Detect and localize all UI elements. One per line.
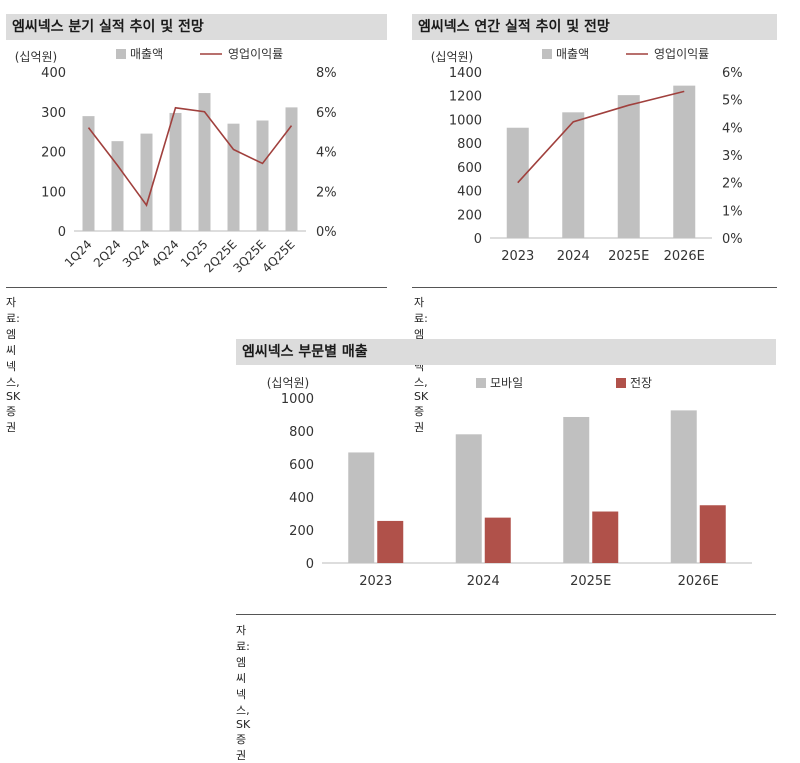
legend-label: 영업이익률 <box>654 47 709 61</box>
y-right-tick-label: 2% <box>316 185 337 200</box>
x-tick-label: 3Q24 <box>120 237 153 270</box>
legend-swatch-모바일 <box>476 378 486 388</box>
unit-label: (십억원) <box>15 50 57 64</box>
legend-swatch-매출액 <box>116 49 126 59</box>
y-right-tick-label: 6% <box>722 66 743 81</box>
y-left-tick-label: 1400 <box>449 66 482 81</box>
y-left-tick-label: 100 <box>41 185 66 200</box>
x-tick-label: 2024 <box>467 574 500 589</box>
y-left-tick-label: 800 <box>289 425 314 440</box>
y-left-tick-label: 200 <box>289 524 314 539</box>
y-left-tick-label: 1000 <box>449 113 482 128</box>
y-left-tick-label: 400 <box>289 491 314 506</box>
quarterly-source: 자료: 엠씨넥스, SK 증권 <box>6 296 21 434</box>
y-right-tick-label: 4% <box>316 146 337 161</box>
line-영업이익률 <box>87 106 293 207</box>
annual-chart-title: 엠씨넥스 연간 실적 추이 및 전망 <box>412 14 777 40</box>
y-left-tick-label: 400 <box>41 66 66 81</box>
bar-매출액-4Q25E <box>285 107 298 231</box>
segment-chart-title: 엠씨넥스 부문별 매출 <box>236 339 776 365</box>
bar-전장-2023 <box>377 520 404 563</box>
x-tick-label: 2Q24 <box>91 237 124 270</box>
annual-divider <box>412 287 777 288</box>
segment-source: 자료: 엠씨넥스, SK 증권 <box>236 624 251 762</box>
quarterly-chart-title: 엠씨넥스 분기 실적 추이 및 전망 <box>6 14 387 40</box>
y-right-tick-label: 3% <box>722 149 743 164</box>
y-left-tick-label: 0 <box>306 557 314 572</box>
y-right-tick-label: 8% <box>316 66 337 81</box>
y-right-tick-label: 5% <box>722 94 743 109</box>
bar-모바일-2023 <box>348 452 375 563</box>
y-left-tick-label: 200 <box>457 208 482 223</box>
y-right-tick-label: 0% <box>722 232 743 247</box>
bar-전장-2024 <box>484 517 511 563</box>
annual-chart: (십억원) 0 200 400 600 800 1000 1200 1400 0% 1% 2% 3% 4%… <box>431 47 743 264</box>
bar-모바일-2025E <box>563 416 590 563</box>
bar-매출액-1Q24 <box>82 116 95 231</box>
legend-label: 영업이익률 <box>228 47 283 61</box>
y-right-tick-label: 1% <box>722 204 743 219</box>
y-left-tick-label: 1000 <box>281 392 314 407</box>
y-right-tick-label: 0% <box>316 225 337 240</box>
bar-매출액-3Q25E <box>256 120 269 231</box>
y-left-tick-label: 400 <box>457 185 482 200</box>
x-tick-label: 2025E <box>570 574 611 589</box>
x-tick-label: 2025E <box>608 249 649 264</box>
bar-매출액-2024 <box>562 112 585 238</box>
quarterly-chart: (십억원) 0 100 200 300 400 0% 2% 4% 6% 8% 1Q242Q243Q24… <box>15 47 337 275</box>
bar-매출액-1Q25 <box>198 93 211 231</box>
segment-chart: (십억원) 0 200 400 600 800 1000 2023 2024 2025E 2026E… <box>267 376 752 589</box>
legend-label: 매출액 <box>556 47 589 61</box>
y-left-tick-label: 300 <box>41 106 66 121</box>
y-left-tick-label: 0 <box>474 232 482 247</box>
bar-매출액-2026E <box>673 85 696 238</box>
y-right-tick-label: 2% <box>722 177 743 192</box>
y-left-tick-label: 800 <box>457 137 482 152</box>
x-tick-label: 2026E <box>678 574 719 589</box>
line-영업이익률 <box>517 90 685 184</box>
y-left-tick-label: 200 <box>41 146 66 161</box>
bar-매출액-3Q24 <box>140 133 153 231</box>
legend-swatch-매출액 <box>542 49 552 59</box>
bar-매출액-2025E <box>617 95 640 238</box>
x-tick-label: 2023 <box>359 574 392 589</box>
x-tick-label: 2024 <box>557 249 590 264</box>
y-right-tick-label: 4% <box>722 121 743 136</box>
y-left-tick-label: 0 <box>58 225 66 240</box>
x-tick-label: 4Q24 <box>149 237 182 270</box>
segment-divider <box>236 614 776 615</box>
legend-label: 모바일 <box>490 376 523 390</box>
x-tick-label: 4Q25E <box>259 237 297 275</box>
y-left-tick-label: 600 <box>289 458 314 473</box>
bar-전장-2026E <box>699 505 726 563</box>
bar-매출액-2023 <box>506 127 529 238</box>
x-tick-label: 2026E <box>664 249 705 264</box>
legend-label: 전장 <box>630 376 652 390</box>
x-tick-label: 1Q24 <box>62 237 95 270</box>
y-right-tick-label: 6% <box>316 106 337 121</box>
x-tick-label: 2023 <box>501 249 534 264</box>
y-left-tick-label: 1200 <box>449 90 482 105</box>
legend-swatch-전장 <box>616 378 626 388</box>
quarterly-divider <box>6 287 387 288</box>
unit-label: (십억원) <box>267 376 309 390</box>
bar-전장-2025E <box>592 511 619 563</box>
bar-모바일-2024 <box>455 434 482 563</box>
bar-매출액-4Q24 <box>169 112 182 231</box>
bar-매출액-2Q25E <box>227 123 240 231</box>
unit-label: (십억원) <box>431 50 473 64</box>
bar-모바일-2026E <box>670 410 697 563</box>
bar-매출액-2Q24 <box>111 141 124 231</box>
y-left-tick-label: 600 <box>457 161 482 176</box>
legend-label: 매출액 <box>130 47 163 61</box>
